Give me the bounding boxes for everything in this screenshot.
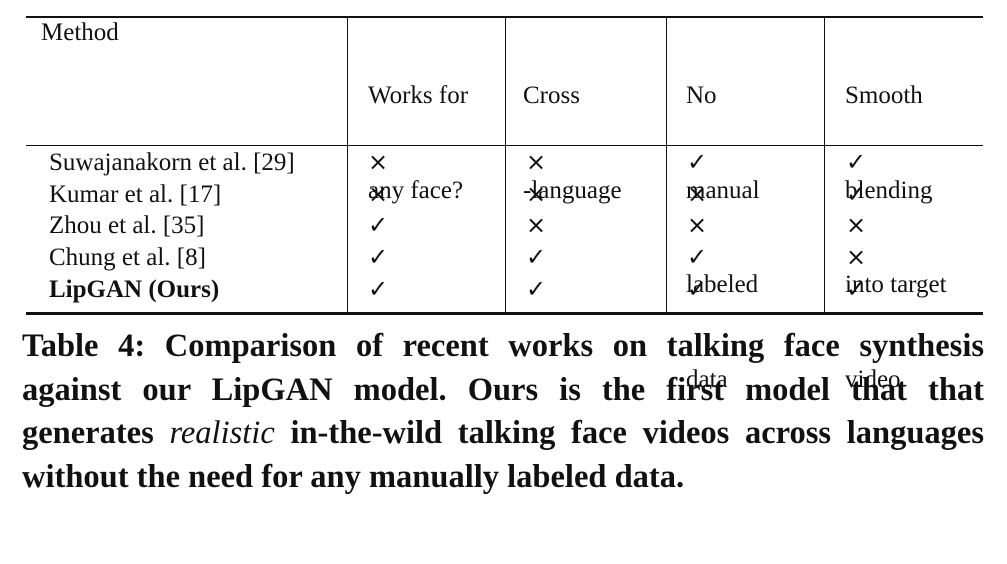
cross-icon: × xyxy=(686,211,708,239)
header-line: video xyxy=(845,365,901,393)
caption-text: in-the-wild talking face videos across l… xyxy=(22,415,984,495)
header-cross-language: Cross -language xyxy=(523,17,622,269)
table-header-rule xyxy=(26,145,983,146)
cross-icon: × xyxy=(845,243,867,271)
header-line: Cross xyxy=(523,82,580,109)
check-icon: ✓ xyxy=(686,243,708,271)
table-caption: Table 4: Comparison of recent works on t… xyxy=(22,325,984,499)
check-icon: ✓ xyxy=(845,148,867,176)
table-top-rule xyxy=(26,16,983,18)
header-smooth-blending: Smooth blending into target video xyxy=(845,17,947,458)
header-line: data xyxy=(686,365,728,393)
header-line: No xyxy=(686,82,717,109)
check-icon: ✓ xyxy=(845,180,867,208)
cross-icon: × xyxy=(367,180,389,208)
column-divider xyxy=(505,18,506,312)
cross-icon: × xyxy=(845,211,867,239)
header-line: any face? xyxy=(368,176,464,204)
column-divider xyxy=(666,18,667,312)
cross-icon: × xyxy=(525,180,547,208)
header-line: into target xyxy=(845,271,947,298)
header-line: manual xyxy=(686,176,760,204)
cross-icon: × xyxy=(525,148,547,176)
cross-icon: × xyxy=(686,180,708,208)
method-cell: Suwajanakorn et al. [29] xyxy=(49,149,295,176)
check-icon: ✓ xyxy=(525,275,547,303)
header-works-for-any-face: Works for any face? xyxy=(368,17,468,269)
check-icon: ✓ xyxy=(367,243,389,271)
caption-emphasis: realistic xyxy=(169,415,275,451)
column-divider xyxy=(347,18,348,312)
column-divider xyxy=(824,18,825,312)
header-method: Method xyxy=(41,19,119,46)
header-line: blending xyxy=(845,176,933,204)
check-icon: ✓ xyxy=(686,148,708,176)
method-cell-ours: LipGAN (Ours) xyxy=(49,276,220,303)
header-no-manual-labeled-data: No manual labeled data xyxy=(686,17,760,458)
check-icon: ✓ xyxy=(525,243,547,271)
check-icon: ✓ xyxy=(367,211,389,239)
header-line: Works for xyxy=(368,82,469,109)
table-bottom-rule xyxy=(26,312,983,315)
method-cell: Chung et al. [8] xyxy=(49,244,206,271)
method-cell: Zhou et al. [35] xyxy=(49,212,205,239)
cross-icon: × xyxy=(525,211,547,239)
header-line: labeled xyxy=(686,271,759,298)
header-line: Smooth xyxy=(845,82,923,109)
check-icon: ✓ xyxy=(845,275,867,303)
header-line: -language xyxy=(523,176,622,204)
check-icon: ✓ xyxy=(367,275,389,303)
method-cell: Kumar et al. [17] xyxy=(49,181,222,208)
check-icon: ✓ xyxy=(686,275,708,303)
caption-text: Table 4: Comparison of recent works on t… xyxy=(22,328,984,451)
cross-icon: × xyxy=(367,148,389,176)
